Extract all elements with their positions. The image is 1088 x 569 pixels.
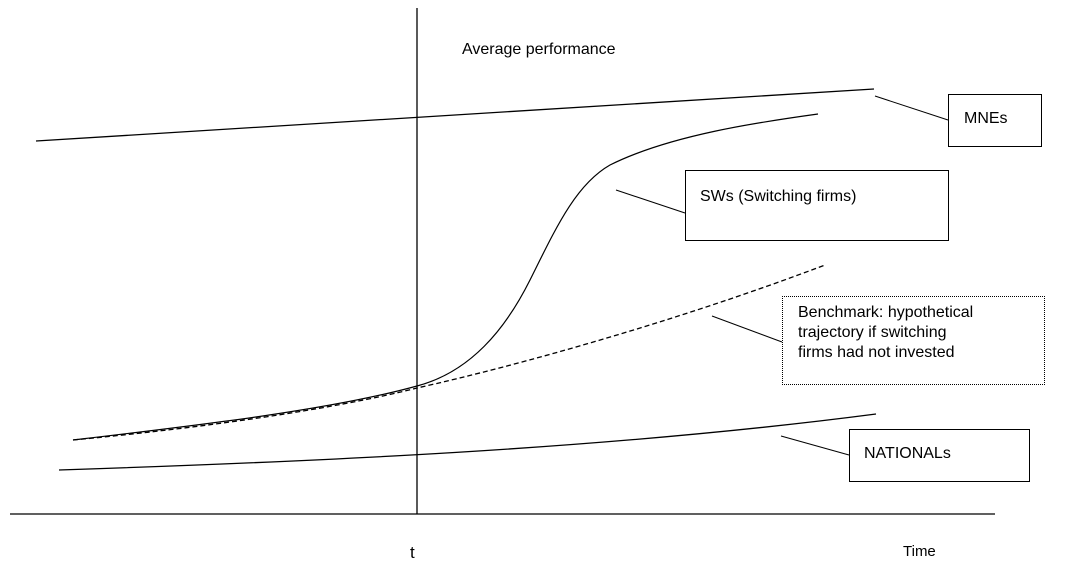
benchmark-line-1: Benchmark: hypothetical: [798, 304, 974, 321]
x-axis-label: Time: [903, 543, 936, 560]
benchmark-curve: [72, 264, 826, 441]
mnes-leader-line: [874, 95, 949, 121]
nationals-curve: [58, 413, 877, 471]
mnes-curve: [35, 88, 875, 142]
benchmark-box: Benchmark: hypothetical trajectory if sw…: [782, 296, 1045, 385]
benchmark-line-2: trajectory if switching: [798, 324, 947, 341]
y-axis-label: Average performance: [462, 41, 616, 58]
mnes-box: MNEs: [948, 94, 1042, 147]
sws-box-text: SWs (Switching firms): [700, 188, 857, 205]
sws-leader-line: [615, 189, 686, 214]
benchmark-leader-line: [711, 315, 783, 343]
sws-curve: [72, 113, 819, 441]
nationals-box: NATIONALs: [849, 429, 1030, 482]
sws-box: SWs (Switching firms): [685, 170, 949, 241]
mnes-box-text: MNEs: [964, 110, 1008, 127]
nationals-box-text: NATIONALs: [864, 445, 951, 462]
nationals-leader-line: [780, 435, 850, 456]
t-marker-label: t: [410, 543, 415, 562]
benchmark-line-3: firms had not invested: [798, 344, 955, 361]
